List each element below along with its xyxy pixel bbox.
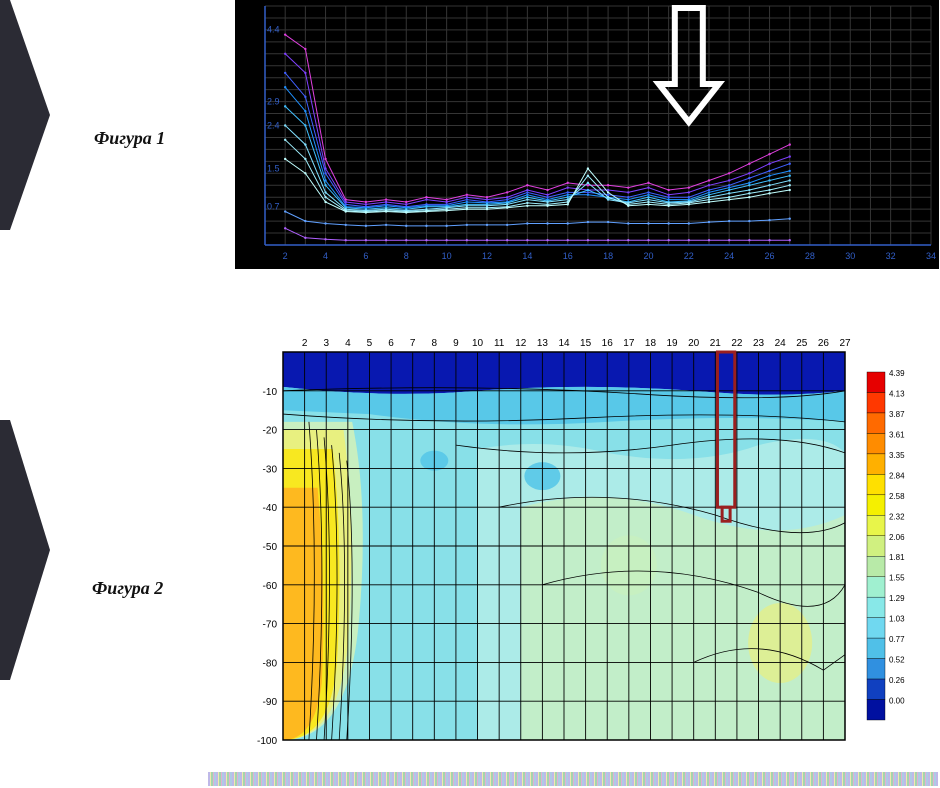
svg-text:28: 28 — [805, 251, 815, 261]
svg-text:12: 12 — [482, 251, 492, 261]
svg-text:20: 20 — [688, 338, 700, 349]
svg-text:4.4: 4.4 — [267, 25, 280, 35]
svg-text:13: 13 — [537, 338, 549, 349]
svg-text:-10: -10 — [263, 387, 278, 398]
svg-text:2.32: 2.32 — [889, 512, 905, 521]
svg-text:-90: -90 — [263, 697, 278, 708]
svg-text:21: 21 — [710, 338, 722, 349]
svg-text:-30: -30 — [263, 464, 278, 475]
svg-text:18: 18 — [603, 251, 613, 261]
svg-text:1.03: 1.03 — [889, 615, 905, 624]
svg-text:2.06: 2.06 — [889, 533, 905, 542]
svg-text:2.84: 2.84 — [889, 471, 905, 480]
svg-text:4.39: 4.39 — [889, 369, 905, 378]
chart2-heatmap: 2345678910111213141516171819202122232425… — [235, 330, 935, 750]
svg-text:3.35: 3.35 — [889, 451, 905, 460]
svg-text:3.61: 3.61 — [889, 430, 905, 439]
svg-text:34: 34 — [926, 251, 936, 261]
svg-text:-80: -80 — [263, 658, 278, 669]
svg-text:14: 14 — [558, 338, 570, 349]
svg-text:32: 32 — [886, 251, 896, 261]
svg-text:-100: -100 — [257, 736, 277, 747]
chart1-line: 2468101214161820222426283032340.71.52.42… — [235, 0, 939, 269]
svg-text:-70: -70 — [263, 620, 278, 631]
svg-text:11: 11 — [494, 338, 505, 349]
svg-text:10: 10 — [442, 251, 452, 261]
figure2-label: Фигура 2 — [92, 578, 163, 599]
svg-text:26: 26 — [818, 338, 830, 349]
svg-text:2: 2 — [302, 338, 308, 349]
svg-text:2.4: 2.4 — [267, 120, 280, 130]
svg-text:0.52: 0.52 — [889, 656, 905, 665]
svg-text:3: 3 — [323, 338, 329, 349]
svg-text:1.55: 1.55 — [889, 574, 905, 583]
svg-text:2.58: 2.58 — [889, 492, 905, 501]
svg-text:1.5: 1.5 — [267, 163, 280, 173]
svg-text:24: 24 — [775, 338, 787, 349]
svg-text:8: 8 — [432, 338, 438, 349]
svg-text:9: 9 — [453, 338, 459, 349]
svg-text:14: 14 — [522, 251, 532, 261]
svg-text:10: 10 — [472, 338, 484, 349]
svg-text:23: 23 — [753, 338, 765, 349]
svg-text:30: 30 — [845, 251, 855, 261]
svg-text:22: 22 — [731, 338, 743, 349]
svg-text:0.26: 0.26 — [889, 676, 905, 685]
svg-text:6: 6 — [363, 251, 368, 261]
svg-text:6: 6 — [388, 338, 394, 349]
svg-text:2.9: 2.9 — [267, 96, 280, 106]
svg-text:16: 16 — [563, 251, 573, 261]
svg-text:26: 26 — [765, 251, 775, 261]
svg-text:0.77: 0.77 — [889, 635, 905, 644]
svg-text:24: 24 — [724, 251, 734, 261]
svg-text:12: 12 — [515, 338, 527, 349]
svg-text:2: 2 — [283, 251, 288, 261]
svg-text:7: 7 — [410, 338, 416, 349]
svg-text:8: 8 — [404, 251, 409, 261]
svg-text:-60: -60 — [263, 581, 278, 592]
svg-text:3.87: 3.87 — [889, 410, 905, 419]
arrowhead-decor-2 — [0, 420, 10, 680]
svg-text:4.13: 4.13 — [889, 389, 905, 398]
figure1-label: Фигура 1 — [94, 128, 165, 149]
svg-text:1.29: 1.29 — [889, 594, 905, 603]
svg-text:22: 22 — [684, 251, 694, 261]
svg-text:16: 16 — [602, 338, 614, 349]
svg-text:20: 20 — [643, 251, 653, 261]
svg-text:4: 4 — [345, 338, 351, 349]
svg-text:-50: -50 — [263, 542, 278, 553]
svg-text:0.00: 0.00 — [889, 697, 905, 706]
svg-text:19: 19 — [667, 338, 679, 349]
svg-text:25: 25 — [796, 338, 808, 349]
svg-text:-40: -40 — [263, 503, 278, 514]
svg-text:18: 18 — [645, 338, 657, 349]
svg-text:-20: -20 — [263, 426, 278, 437]
svg-text:5: 5 — [367, 338, 373, 349]
noise-strip — [208, 772, 938, 786]
svg-text:27: 27 — [839, 338, 851, 349]
svg-text:15: 15 — [580, 338, 592, 349]
svg-text:0.7: 0.7 — [267, 202, 280, 212]
arrowhead-decor-1 — [0, 0, 10, 230]
svg-text:4: 4 — [323, 251, 328, 261]
svg-text:1.81: 1.81 — [889, 553, 905, 562]
svg-text:17: 17 — [623, 338, 635, 349]
